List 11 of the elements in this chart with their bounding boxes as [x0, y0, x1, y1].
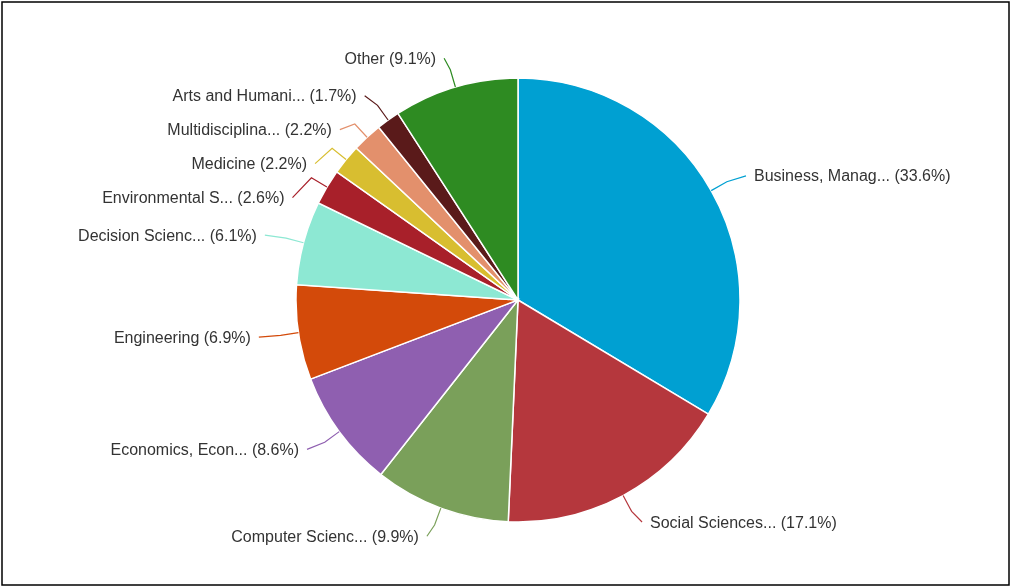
slice-label: Decision Scienc... (6.1%)	[78, 226, 257, 244]
slice-label: Medicine (2.2%)	[191, 155, 308, 173]
slice-label: Social Sciences... (17.1%)	[650, 513, 837, 531]
slice-label: Engineering (6.9%)	[113, 328, 251, 346]
slice-label: Arts and Humani... (1.7%)	[172, 87, 357, 105]
slice-label: Environmental S... (2.6%)	[102, 189, 285, 207]
slice-label: Business, Manag... (33.6%)	[753, 167, 951, 185]
slice-label: Multidisciplina... (2.2%)	[167, 121, 332, 139]
slice-label: Economics, Econ... (8.6%)	[110, 441, 300, 458]
slice-label: Other (9.1%)	[344, 49, 437, 67]
slice-label: Computer Scienc... (9.9%)	[231, 527, 419, 545]
